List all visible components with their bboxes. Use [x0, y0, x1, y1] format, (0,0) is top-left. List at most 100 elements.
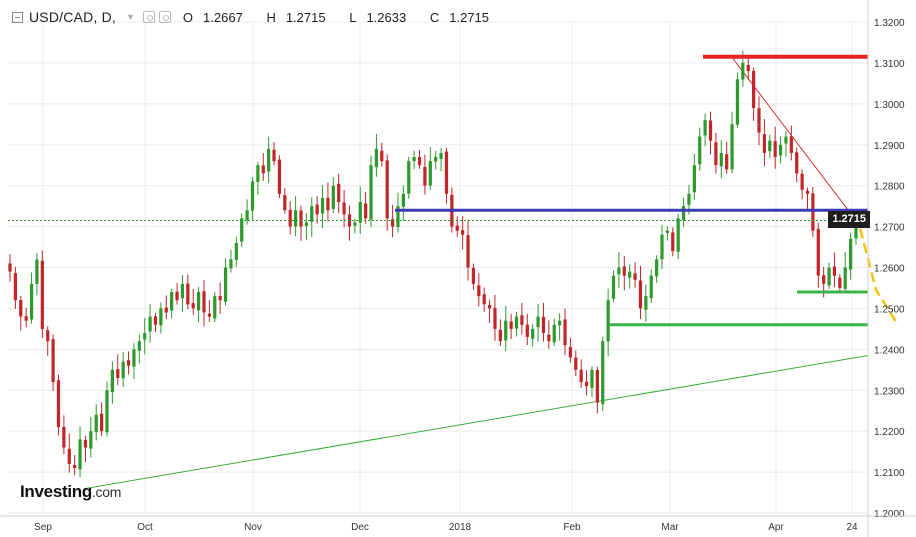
candle-body — [326, 197, 330, 211]
candle-body — [665, 230, 670, 233]
y-tick-label: 1.3000 — [874, 100, 905, 111]
candle-body — [531, 328, 535, 339]
candle-body — [304, 222, 308, 226]
x-tick-label: Nov — [244, 522, 262, 533]
candle-body — [277, 159, 282, 194]
candle-body — [525, 324, 529, 338]
candle-body — [428, 161, 432, 186]
candle-body — [595, 369, 599, 403]
candle-body — [466, 235, 470, 268]
candle-body — [827, 267, 831, 286]
candle-body — [67, 448, 71, 464]
candle-body — [773, 141, 777, 158]
candle-body — [315, 204, 319, 215]
candle-body — [250, 181, 255, 211]
candle-body — [816, 228, 820, 276]
candle-body — [676, 218, 680, 252]
x-tick-label: Mar — [661, 522, 679, 533]
candle-body — [719, 152, 723, 167]
last-price-tag: 1.2715 — [828, 211, 870, 228]
candle-body — [137, 341, 141, 351]
x-tick-label: 24 — [846, 522, 858, 533]
candle-body — [132, 349, 136, 367]
settings-icon[interactable] — [142, 11, 155, 23]
candle-body — [741, 62, 745, 80]
candle-body — [482, 294, 486, 305]
x-tick-label: Sep — [34, 522, 52, 533]
candle-body — [40, 260, 44, 329]
candle-body — [401, 193, 405, 207]
candle-body — [509, 321, 513, 329]
candle-body — [73, 464, 77, 468]
rising-trendline — [85, 354, 869, 489]
investing-logo: Investing.com — [20, 482, 122, 501]
x-tick-label: 2018 — [449, 522, 472, 533]
candle-body — [520, 315, 524, 325]
candle-body — [56, 380, 61, 428]
candle-body — [498, 329, 502, 342]
chevron-down-icon[interactable]: ▼ — [126, 12, 135, 22]
candle-body — [380, 150, 384, 162]
ohlc-readout: O 1.2667 H 1.2715 L 1.2633 C 1.2715 — [183, 10, 509, 25]
candle-body — [94, 414, 98, 433]
candle-body — [83, 439, 88, 448]
candle-body — [778, 144, 783, 156]
candle-body — [267, 148, 271, 172]
candle-body — [213, 296, 217, 319]
candle-body — [159, 308, 163, 326]
candle-body — [843, 267, 847, 289]
candle-body — [358, 202, 362, 223]
candle-body — [692, 165, 696, 193]
candle-body — [752, 70, 756, 108]
candle-body — [19, 300, 23, 317]
candle-body — [13, 273, 18, 301]
x-tick-label: Dec — [351, 522, 369, 533]
collapse-icon[interactable] — [12, 11, 23, 23]
candle-body — [579, 369, 583, 383]
candle-body — [331, 185, 335, 209]
candle-body — [568, 347, 573, 358]
gear-icon[interactable] — [158, 11, 171, 23]
candle-body — [342, 202, 346, 215]
candle-body — [471, 267, 476, 284]
candle-body — [412, 157, 416, 162]
candle-body — [725, 154, 729, 170]
candle-body — [110, 369, 114, 393]
candle-body — [622, 266, 626, 276]
candle-body — [240, 218, 244, 242]
candle-body — [638, 280, 643, 309]
candle-body — [293, 210, 298, 227]
candle-body — [24, 316, 28, 321]
candle-body — [396, 206, 400, 228]
candle-body — [191, 303, 195, 309]
candle-body — [89, 431, 93, 449]
candle-body — [477, 285, 481, 297]
candle-body — [364, 203, 368, 219]
candle-body — [126, 360, 131, 366]
candle-body — [272, 149, 276, 162]
candle-body — [116, 369, 120, 378]
candle-body — [207, 313, 211, 317]
open-value: O 1.2667 — [182, 9, 243, 25]
y-tick-label: 1.2600 — [874, 264, 905, 275]
candle-body — [493, 307, 497, 329]
candle-body — [143, 332, 147, 340]
candle-body — [148, 316, 152, 332]
candle-body — [288, 209, 292, 227]
candle-body — [170, 292, 174, 311]
y-tick-label: 1.2400 — [874, 345, 905, 356]
candle-body — [649, 275, 653, 299]
levels — [8, 54, 900, 327]
symbol-label[interactable]: USD/CAD, D, — [29, 9, 116, 25]
candle-body — [784, 136, 788, 144]
candle-body — [46, 330, 50, 342]
candle-body — [574, 357, 578, 370]
candle-body — [547, 334, 551, 342]
candle-body — [854, 220, 858, 239]
y-tick-label: 1.2200 — [874, 427, 905, 438]
candle-body — [180, 283, 185, 299]
candle-body — [353, 222, 357, 226]
